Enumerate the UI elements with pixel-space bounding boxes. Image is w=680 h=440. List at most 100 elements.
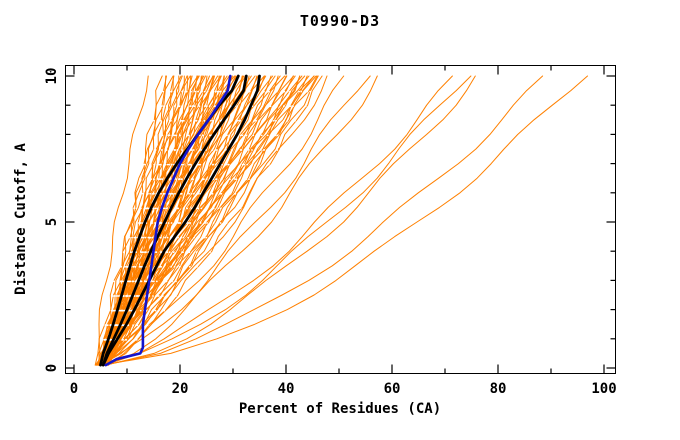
outlier-model-curve [105,75,378,366]
overlap-speckle [197,90,199,93]
overlap-speckle [143,207,146,210]
overlap-speckle [220,192,223,195]
x-axis-label: Percent of Residues (CA) [238,401,442,417]
overlap-speckle [229,105,232,108]
overlap-speckle [144,163,146,166]
overlap-speckle [206,163,209,166]
axis-ticks [65,65,616,374]
overlap-speckle [129,251,132,254]
overlap-speckle [136,324,138,327]
overlap-speckle [298,90,300,93]
overlap-speckle [194,90,197,93]
overlap-speckle [161,295,164,297]
overlap-speckle [106,324,109,327]
overlap-speckle [257,163,260,166]
overlap-speckle [192,178,195,181]
overlap-speckle [228,134,230,137]
overlap-speckle [142,251,145,254]
overlap-speckle [157,295,160,297]
overlap-speckle [186,207,188,210]
overlap-speckle [166,236,169,239]
overlap-speckle [157,178,160,181]
overlap-speckle [142,236,145,239]
overlap-speckle [173,105,176,108]
overlap-speckle [263,90,265,93]
overlap-speckle [168,251,171,254]
overlap-speckle [260,134,263,137]
overlap-speckle [137,295,139,297]
overlap-speckle [247,149,250,151]
overlap-speckle [225,163,227,166]
overlap-speckle [147,192,149,195]
overlap-speckle [214,90,217,93]
overlap-speckle [258,134,261,137]
overlap-speckle [154,222,156,224]
overlap-speckle [243,163,246,166]
overlap-speckle [212,163,215,166]
overlap-speckle [173,265,176,268]
overlap-speckle [190,149,193,151]
overlap-speckle [198,236,200,239]
overlap-speckle [193,236,195,239]
overlap-speckle [234,178,236,181]
overlap-speckle [255,119,258,122]
overlap-speckle [283,90,286,93]
overlap-speckle [205,105,208,108]
overlap-speckle [198,105,201,108]
overlap-speckle [168,163,171,166]
overlap-speckle [120,309,123,312]
overlap-speckle [211,192,214,195]
overlap-speckle [188,192,191,195]
overlap-speckle [153,163,156,166]
overlap-speckle [143,134,146,137]
x-tick-label: 0 [70,381,78,397]
overlap-speckle [134,265,136,268]
overlap-speckle [143,251,146,254]
overlap-speckle [149,178,152,181]
overlap-speckle [149,192,152,195]
overlap-speckle [251,149,253,151]
overlap-speckle [153,105,156,108]
overlap-speckle [227,207,230,210]
axis-frame [65,65,616,374]
overlap-speckle [150,134,153,137]
overlap-speckle [234,192,237,195]
overlap-speckle [184,90,187,93]
model-curve [98,75,191,366]
overlap-speckle [155,280,158,283]
highlight-curve-line [104,74,232,367]
overlap-speckle [109,338,112,341]
overlap-speckle [113,309,116,312]
overlap-speckle [217,207,220,210]
overlap-speckle [251,163,254,166]
overlap-speckle [162,105,165,108]
overlap-speckle [173,90,176,93]
model-curve [97,75,237,366]
overlap-speckle [139,309,142,312]
overlap-speckle [212,222,215,224]
overlap-speckle [208,105,211,108]
overlap-speckle [199,222,202,224]
overlap-speckle [172,251,175,254]
overlap-speckle [177,222,180,224]
overlap-speckle [164,192,166,195]
overlap-speckle [137,222,140,224]
overlap-speckle [246,192,249,195]
overlap-speckle [230,119,233,122]
overlap-speckle [193,105,196,108]
overlap-speckle [269,105,272,108]
overlap-speckle [182,236,185,239]
overlap-speckle [119,265,121,268]
overlap-speckle [275,119,277,122]
overlap-speckle [180,163,183,166]
outlier-model-curve [104,75,544,366]
overlap-speckle [112,309,115,312]
overlap-speckle [141,222,143,224]
overlap-speckle [239,207,242,210]
model-curve [107,75,303,366]
overlap-speckle [211,119,214,122]
overlap-speckle [113,295,116,297]
overlap-speckle [154,207,157,210]
overlap-speckle [159,236,162,239]
overlap-speckle [155,251,158,254]
